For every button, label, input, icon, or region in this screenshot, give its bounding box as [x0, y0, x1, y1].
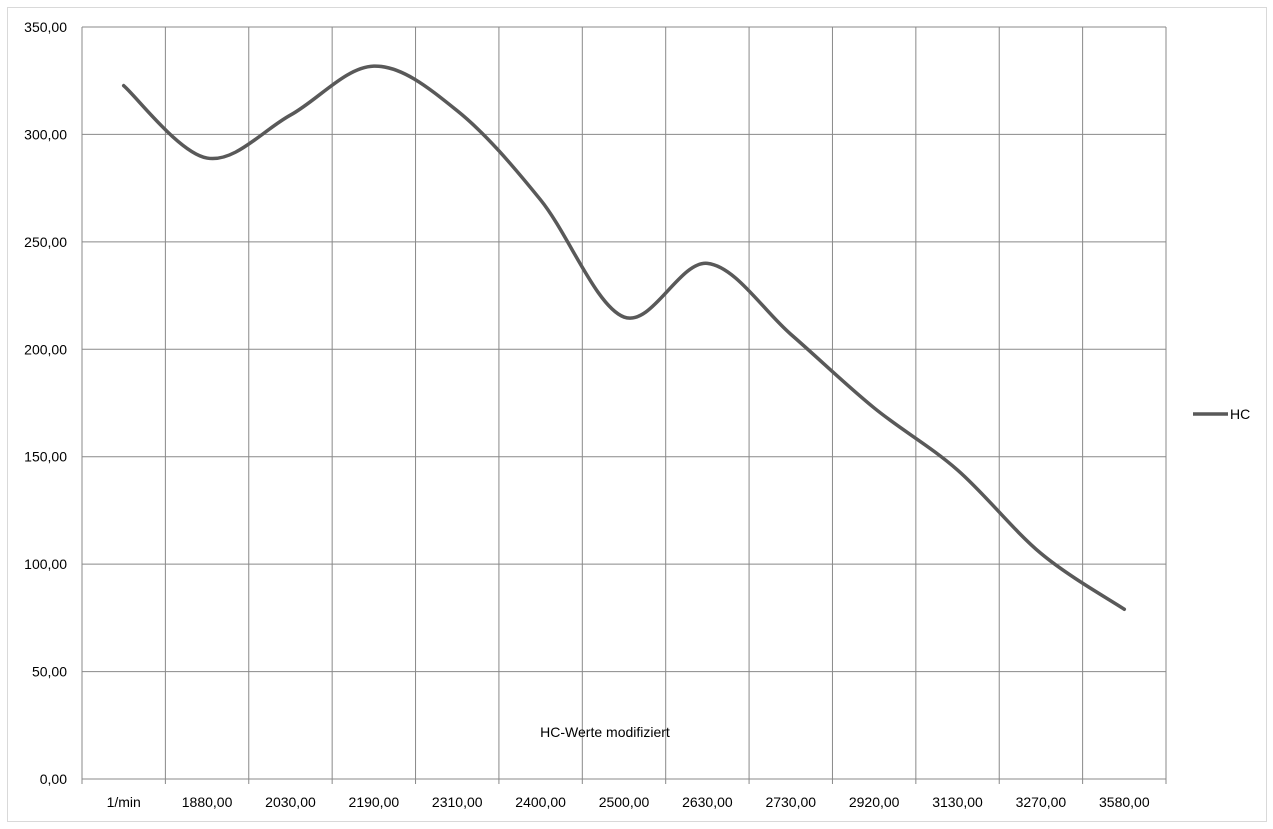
x-tick-label: 2400,00 — [515, 794, 566, 810]
y-tick-label: 300,00 — [24, 126, 67, 142]
x-tick-label: 2310,00 — [432, 794, 483, 810]
x-tick-label: 2630,00 — [682, 794, 733, 810]
x-tick-label: 3580,00 — [1099, 794, 1150, 810]
y-tick-label: 0,00 — [40, 771, 67, 787]
x-tick-label: 2030,00 — [265, 794, 316, 810]
x-tick-label: 3130,00 — [932, 794, 983, 810]
x-tick-label: 2500,00 — [599, 794, 650, 810]
x-tick-label: 2730,00 — [765, 794, 816, 810]
y-tick-label: 100,00 — [24, 556, 67, 572]
x-tick-label: 2190,00 — [349, 794, 400, 810]
gridlines — [81, 26, 1167, 784]
series-line-hc — [121, 64, 1127, 612]
y-tick-label: 350,00 — [24, 19, 67, 35]
y-axis-ticks: 0,00 50,00 100,00 150,00 200,00 250,00 300,00 3… — [24, 19, 67, 787]
y-tick-label: 250,00 — [24, 234, 67, 250]
x-tick-label: 1/min — [107, 794, 141, 810]
y-tick-label: 150,00 — [24, 449, 67, 465]
chart-frame — [7, 7, 1267, 822]
x-axis-ticks: 1/min 1880,00 2030,00 2190,00 2310,00 2400,00… — [107, 794, 1150, 810]
chart-title: HC-Werte modifiziert — [540, 724, 670, 740]
y-tick-label: 200,00 — [24, 341, 67, 357]
legend-label-hc: HC — [1230, 406, 1250, 422]
x-tick-label: 1880,00 — [182, 794, 233, 810]
y-tick-label: 50,00 — [32, 664, 67, 680]
x-tick-label: 3270,00 — [1016, 794, 1067, 810]
legend: HC — [1193, 406, 1250, 422]
x-tick-label: 2920,00 — [849, 794, 900, 810]
